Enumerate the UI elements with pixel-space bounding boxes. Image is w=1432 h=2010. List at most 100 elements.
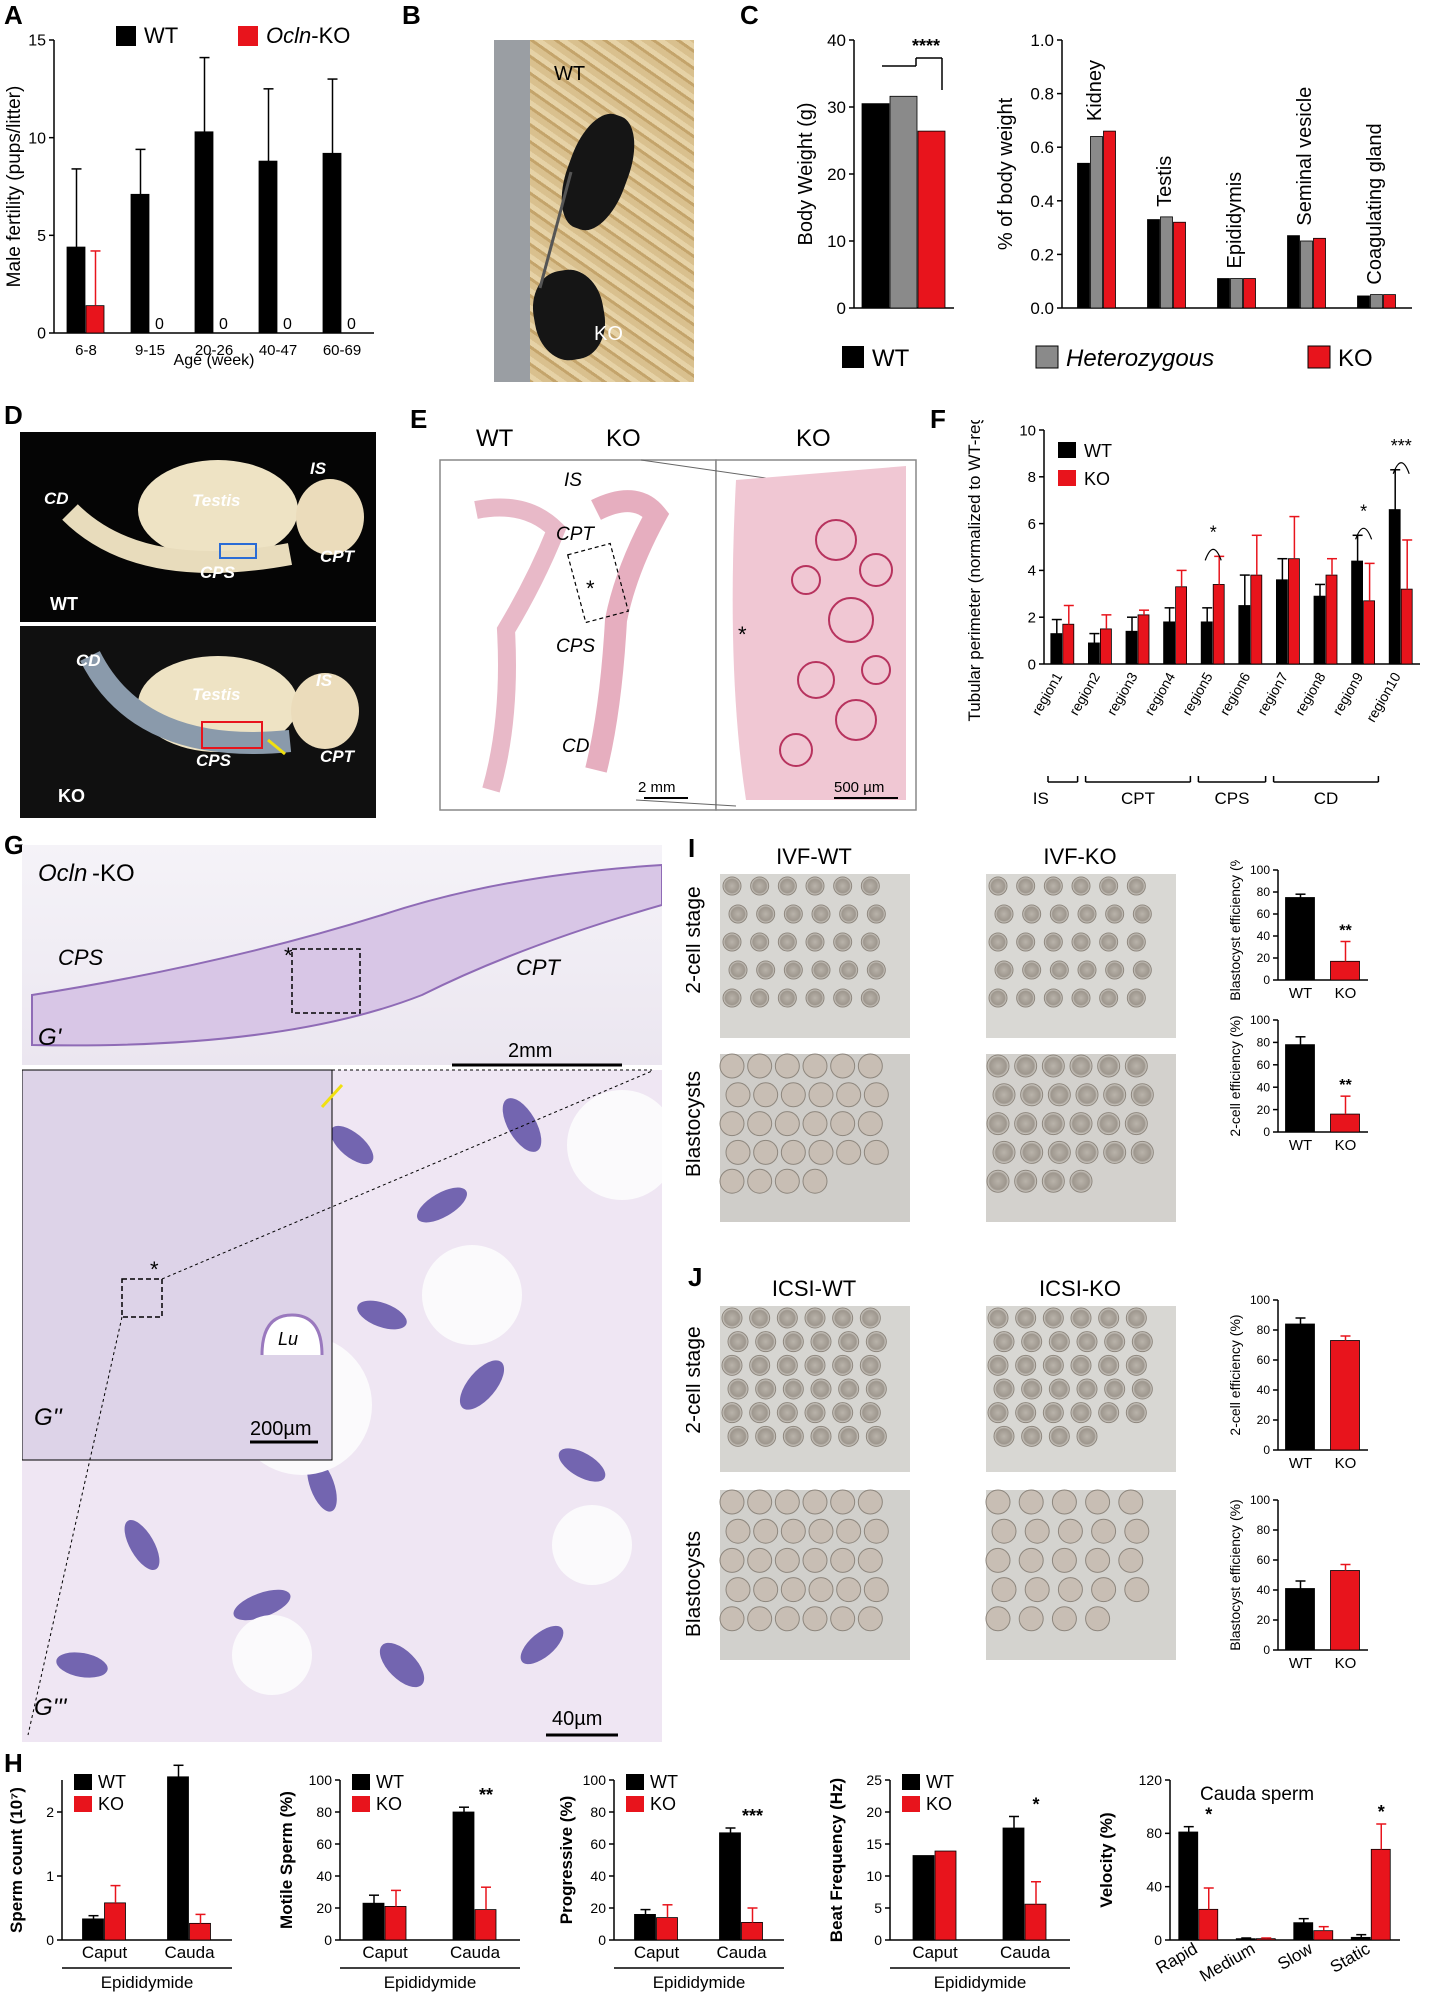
legend-swatch-wt	[1058, 442, 1076, 458]
ivf-wt-2cell-image	[720, 874, 910, 1038]
y-tick-label: 80	[1146, 1825, 1162, 1841]
icsi-ko-blastocyst-image	[985, 1489, 1176, 1660]
embryo	[1021, 1331, 1043, 1353]
wt-section	[474, 498, 567, 793]
y-tick-label: 20	[1257, 951, 1271, 965]
legend-swatch-wt	[116, 26, 136, 46]
significance-label: *	[1378, 1802, 1385, 1822]
bar	[1212, 584, 1225, 665]
y-tick-label: 2	[1028, 609, 1036, 626]
bar	[1400, 588, 1413, 665]
bar	[634, 1913, 656, 1941]
embryo	[1021, 1425, 1043, 1447]
y-tick-label: 0	[1263, 1125, 1270, 1139]
category-label: Coagulating gland	[1364, 123, 1386, 284]
embryo	[749, 1307, 771, 1329]
embryo	[865, 1425, 887, 1447]
bar	[1350, 1936, 1371, 1941]
legend-swatch-het	[1035, 345, 1059, 369]
embryo	[1069, 1054, 1093, 1078]
bar	[1217, 278, 1230, 309]
bar	[1300, 240, 1313, 309]
embryo	[1051, 1489, 1077, 1515]
embryo	[1015, 1354, 1037, 1376]
bar	[1173, 221, 1186, 309]
embryo	[866, 904, 886, 924]
legend-label-wt: WT	[926, 1772, 954, 1792]
embryo	[836, 1082, 862, 1108]
significance-label: ****	[912, 36, 940, 56]
embryo	[857, 1053, 883, 1079]
embryo	[774, 1111, 800, 1137]
bar	[1238, 605, 1251, 665]
y-tick-label: 100	[583, 1772, 607, 1788]
y-tick-label: 15	[866, 1836, 882, 1852]
legend-label-wt: WT	[376, 1772, 404, 1792]
embryo	[756, 904, 776, 924]
bar	[1275, 579, 1288, 665]
legend-label-ko: KO	[1338, 345, 1373, 372]
embryo	[747, 1168, 773, 1194]
x-tick-label: Caput	[82, 1943, 128, 1962]
embryo	[804, 1307, 826, 1329]
embryo	[782, 1331, 804, 1353]
bar	[130, 193, 150, 334]
embryo	[1099, 876, 1119, 896]
embryo	[859, 1354, 881, 1376]
embryo	[805, 988, 825, 1008]
region-box	[219, 543, 257, 559]
y-axis-label: Motile Sperm (%)	[277, 1791, 296, 1929]
j-col1: ICSI-WT	[772, 1276, 856, 1301]
bar	[104, 1902, 126, 1941]
y-tick-label: 0	[1263, 1443, 1270, 1457]
embryo	[1024, 1577, 1050, 1603]
embryo	[993, 1331, 1015, 1353]
embryo	[780, 1082, 806, 1108]
embryo	[1071, 988, 1091, 1008]
cpt-shape	[296, 479, 364, 555]
embryo	[1042, 1307, 1064, 1329]
embryo	[857, 1111, 883, 1137]
panel-label-j: J	[688, 1262, 703, 1292]
x-tick-label: region1	[1028, 669, 1065, 718]
sig-bracket	[1204, 548, 1222, 561]
ko-zoom-tissue	[732, 466, 906, 800]
x-tick-label: region4	[1141, 669, 1178, 718]
embryo	[833, 932, 853, 952]
embryo	[805, 932, 825, 952]
embryo	[1016, 876, 1036, 896]
y-tick-label: 80	[316, 1804, 332, 1820]
scale-label-1: 2mm	[508, 1040, 552, 1062]
bar	[474, 1909, 497, 1941]
embryo	[804, 1402, 826, 1424]
bar	[452, 1811, 475, 1941]
organ-photo-ko: CD Testis IS CPT CPS KO	[20, 626, 376, 818]
embryo	[1018, 1606, 1044, 1632]
embryo	[1070, 1307, 1092, 1329]
embryo	[755, 1331, 777, 1353]
x-tick-label: WT	[1289, 1655, 1312, 1672]
legend-swatch-wt	[352, 1774, 370, 1790]
embryo	[830, 1547, 856, 1573]
embryo	[1015, 1402, 1037, 1424]
bar	[85, 305, 105, 334]
embryo	[994, 960, 1014, 980]
y-axis-label: Beat Frequency (Hz)	[827, 1778, 846, 1942]
embryo	[727, 1331, 749, 1353]
label-ko: KO	[606, 425, 641, 452]
data-label: 0	[219, 316, 228, 333]
embryo	[802, 1053, 828, 1079]
x-tick-label: region8	[1291, 669, 1328, 718]
panel-label-d: D	[4, 400, 23, 430]
embryo	[1085, 1489, 1111, 1515]
embryo	[1016, 932, 1036, 952]
embryo	[802, 1168, 828, 1194]
embryo	[1057, 1577, 1083, 1603]
y-tick-label: 5	[874, 1900, 882, 1916]
embryo	[987, 1354, 1009, 1376]
testis-shape	[138, 460, 298, 560]
y-tick-label: 0	[37, 326, 46, 343]
embryo	[1042, 1402, 1064, 1424]
embryo	[992, 1083, 1016, 1107]
embryo	[804, 1354, 826, 1376]
